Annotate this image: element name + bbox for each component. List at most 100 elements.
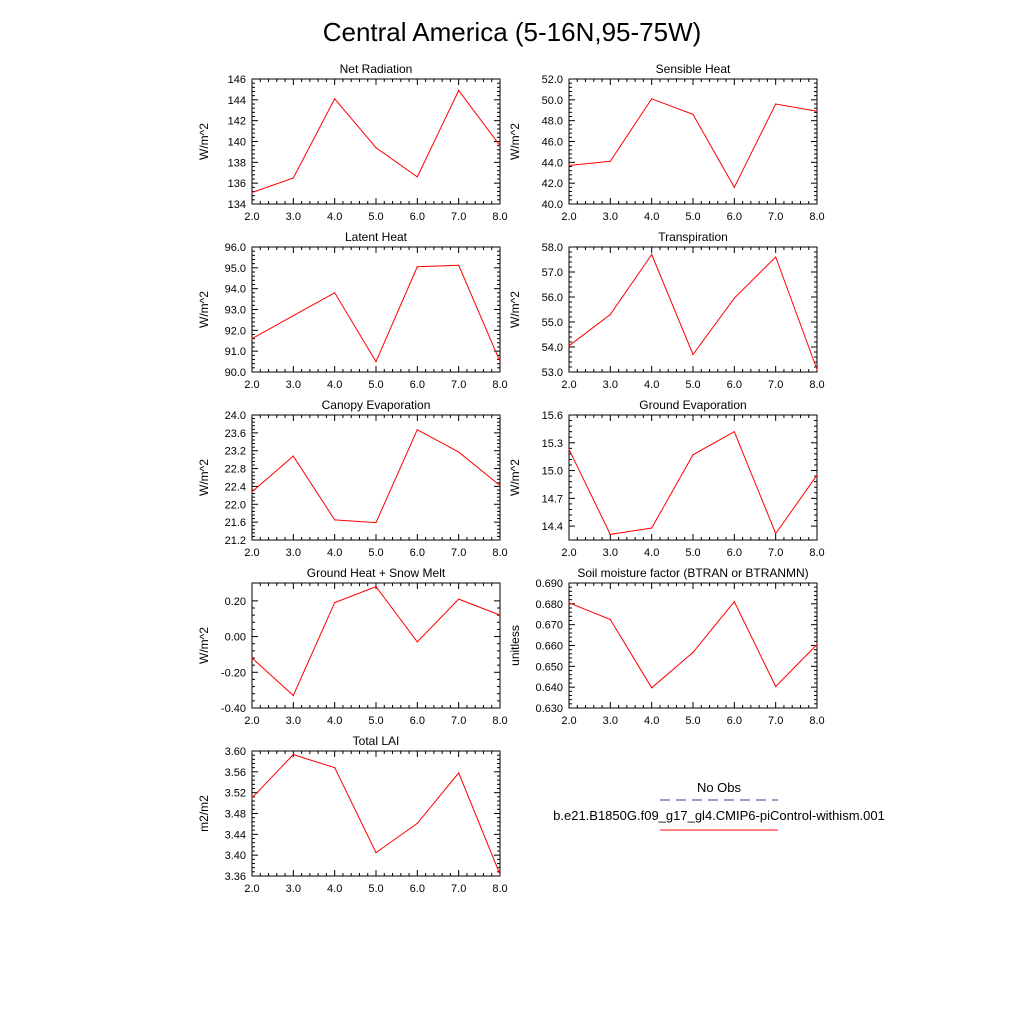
canopy-evaporation-point-3 [375, 521, 377, 524]
net-radiation-point-3 [375, 147, 377, 149]
soil-moisture-factor-btran-or-btranmn-ytick-label-4: 0.670 [535, 620, 563, 632]
ground-heat-snow-melt-xtick-label-6: 8.0 [492, 715, 507, 727]
total-lai-title: Total LAI [353, 734, 400, 748]
canopy-evaporation-ytick-label-2: 22.0 [225, 499, 246, 511]
ground-heat-snow-melt-ytick-label-1: -0.20 [221, 667, 246, 679]
total-lai-ytick-label-1: 3.40 [225, 850, 246, 862]
canopy-evaporation-ytick-label-7: 24.0 [225, 410, 246, 422]
net-radiation-point-0 [251, 191, 253, 194]
soil-moisture-factor-btran-or-btranmn-plot-frame [568, 582, 818, 709]
soil-moisture-factor-btran-or-btranmn-point-4 [733, 601, 735, 603]
soil-moisture-factor-btran-or-btranmn-point-3 [692, 651, 694, 653]
canopy-evaporation-ytick-label-3: 22.4 [225, 481, 246, 493]
latent-heat-xtick-label-3: 5.0 [368, 379, 383, 391]
ground-heat-snow-melt-xtick-label-4: 6.0 [410, 715, 425, 727]
sensible-heat-ytick-label-6: 52.0 [542, 74, 563, 86]
soil-moisture-factor-btran-or-btranmn-ytick-label-5: 0.680 [535, 599, 563, 611]
soil-moisture-factor-btran-or-btranmn-xtick-label-2: 4.0 [644, 715, 659, 727]
canopy-evaporation-point-6 [499, 484, 501, 487]
canopy-evaporation-point-5 [458, 451, 460, 453]
latent-heat-point-2 [334, 292, 336, 294]
ground-evaporation-xtick-label-6: 8.0 [809, 547, 824, 559]
latent-heat-xtick-label-5: 7.0 [451, 379, 466, 391]
canopy-evaporation-xtick-label-6: 8.0 [492, 547, 507, 559]
latent-heat-ytick-label-1: 91.0 [225, 346, 246, 358]
canopy-evaporation-series-line-0 [251, 429, 501, 524]
latent-heat-ytick-label-2: 92.0 [225, 325, 246, 337]
panel-ground-heat-snow-melt: Ground Heat + Snow Melt 2.0 3.0 4.0 5.0 6.0 7.… [197, 566, 508, 727]
ground-evaporation-xtick-label-3: 5.0 [685, 547, 700, 559]
ground-heat-snow-melt-ylabel: W/m^2 [197, 627, 211, 664]
soil-moisture-factor-btran-or-btranmn-point-1 [609, 618, 611, 621]
latent-heat-ytick-label-4: 94.0 [225, 284, 246, 296]
soil-moisture-factor-btran-or-btranmn-point-6 [816, 643, 818, 646]
net-radiation-xtick-label-2: 4.0 [327, 211, 342, 223]
ground-evaporation-xtick-label-1: 3.0 [603, 547, 618, 559]
transpiration-point-4 [733, 297, 735, 299]
transpiration-xtick-label-0: 2.0 [561, 379, 576, 391]
net-radiation-title: Net Radiation [340, 62, 413, 76]
sensible-heat-title: Sensible Heat [656, 62, 731, 76]
net-radiation-point-2 [334, 98, 336, 100]
ground-heat-snow-melt-series-line-0 [251, 585, 501, 697]
total-lai-point-1 [292, 754, 294, 756]
latent-heat-xtick-label-2: 4.0 [327, 379, 342, 391]
canopy-evaporation-xtick-label-1: 3.0 [286, 547, 301, 559]
transpiration-ytick-label-4: 57.0 [542, 267, 563, 279]
total-lai-ytick-label-5: 3.56 [225, 767, 246, 779]
latent-heat-point-0 [251, 338, 253, 340]
transpiration-ytick-label-5: 58.0 [542, 242, 563, 254]
ground-evaporation-xtick-label-0: 2.0 [561, 547, 576, 559]
ground-heat-snow-melt-xtick-label-2: 4.0 [327, 715, 342, 727]
sensible-heat-xtick-label-5: 7.0 [768, 211, 783, 223]
latent-heat-ylabel: W/m^2 [197, 291, 211, 328]
soil-moisture-factor-btran-or-btranmn-xtick-label-5: 7.0 [768, 715, 783, 727]
panel-soil-moisture-factor-btran-or-btranmn: Soil moisture factor (BTRAN or BTRANMN) 2… [508, 566, 825, 727]
ground-heat-snow-melt-point-6 [499, 614, 501, 616]
ground-evaporation-ytick-label-4: 15.6 [542, 410, 563, 422]
net-radiation-xtick-label-1: 3.0 [286, 211, 301, 223]
canopy-evaporation-xtick-label-5: 7.0 [451, 547, 466, 559]
soil-moisture-factor-btran-or-btranmn-ytick-label-3: 0.660 [535, 641, 563, 653]
total-lai-point-4 [416, 822, 418, 824]
ground-heat-snow-melt-ytick-label-3: 0.20 [225, 596, 246, 608]
ground-evaporation-point-2 [651, 527, 653, 529]
sensible-heat-ylabel: W/m^2 [508, 123, 522, 160]
canopy-evaporation-xtick-label-2: 4.0 [327, 547, 342, 559]
soil-moisture-factor-btran-or-btranmn-ylabel: unitless [508, 625, 522, 666]
transpiration-title: Transpiration [658, 230, 728, 244]
transpiration-ylabel: W/m^2 [508, 291, 522, 328]
total-lai-ytick-label-0: 3.36 [225, 871, 246, 883]
legend-label-model: b.e21.B1850G.f09_g17_gl4.CMIP6-piControl… [553, 808, 885, 823]
sensible-heat-xtick-label-2: 4.0 [644, 211, 659, 223]
ground-heat-snow-melt-ytick-label-0: -0.40 [221, 703, 246, 715]
ground-evaporation-point-5 [775, 532, 777, 535]
soil-moisture-factor-btran-or-btranmn-ytick-label-6: 0.690 [535, 578, 563, 590]
total-lai-point-6 [499, 873, 501, 876]
sensible-heat-ytick-label-5: 50.0 [542, 95, 563, 107]
net-radiation-ytick-label-1: 136 [228, 178, 246, 190]
total-lai-xtick-label-4: 6.0 [410, 883, 425, 895]
ground-evaporation-ytick-label-1: 14.7 [542, 493, 563, 505]
panels: Net Radiation 2.0 3.0 4.0 5.0 6.0 7.0 8.0 134 136… [197, 62, 825, 895]
total-lai-series-line-0 [251, 754, 501, 875]
ground-heat-snow-melt-point-3 [375, 585, 377, 588]
net-radiation-xtick-label-3: 5.0 [368, 211, 383, 223]
sensible-heat-xtick-label-6: 8.0 [809, 211, 824, 223]
ground-evaporation-ytick-label-0: 14.4 [542, 521, 563, 533]
canopy-evaporation-xtick-label-4: 6.0 [410, 547, 425, 559]
total-lai-ytick-label-3: 3.48 [225, 809, 246, 821]
transpiration-xtick-label-3: 5.0 [685, 379, 700, 391]
transpiration-xtick-label-1: 3.0 [603, 379, 618, 391]
ground-heat-snow-melt-ytick-label-2: 0.00 [225, 632, 246, 644]
ground-heat-snow-melt-xtick-label-3: 5.0 [368, 715, 383, 727]
ground-heat-snow-melt-point-0 [251, 657, 253, 659]
canopy-evaporation-point-2 [334, 519, 336, 521]
ground-evaporation-plot-frame [568, 414, 818, 541]
ground-evaporation-ytick-label-2: 15.0 [542, 466, 563, 478]
ground-evaporation-point-0 [568, 448, 570, 450]
latent-heat-xtick-label-1: 3.0 [286, 379, 301, 391]
net-radiation-ytick-label-5: 144 [228, 95, 246, 107]
sensible-heat-xtick-label-4: 6.0 [727, 211, 742, 223]
